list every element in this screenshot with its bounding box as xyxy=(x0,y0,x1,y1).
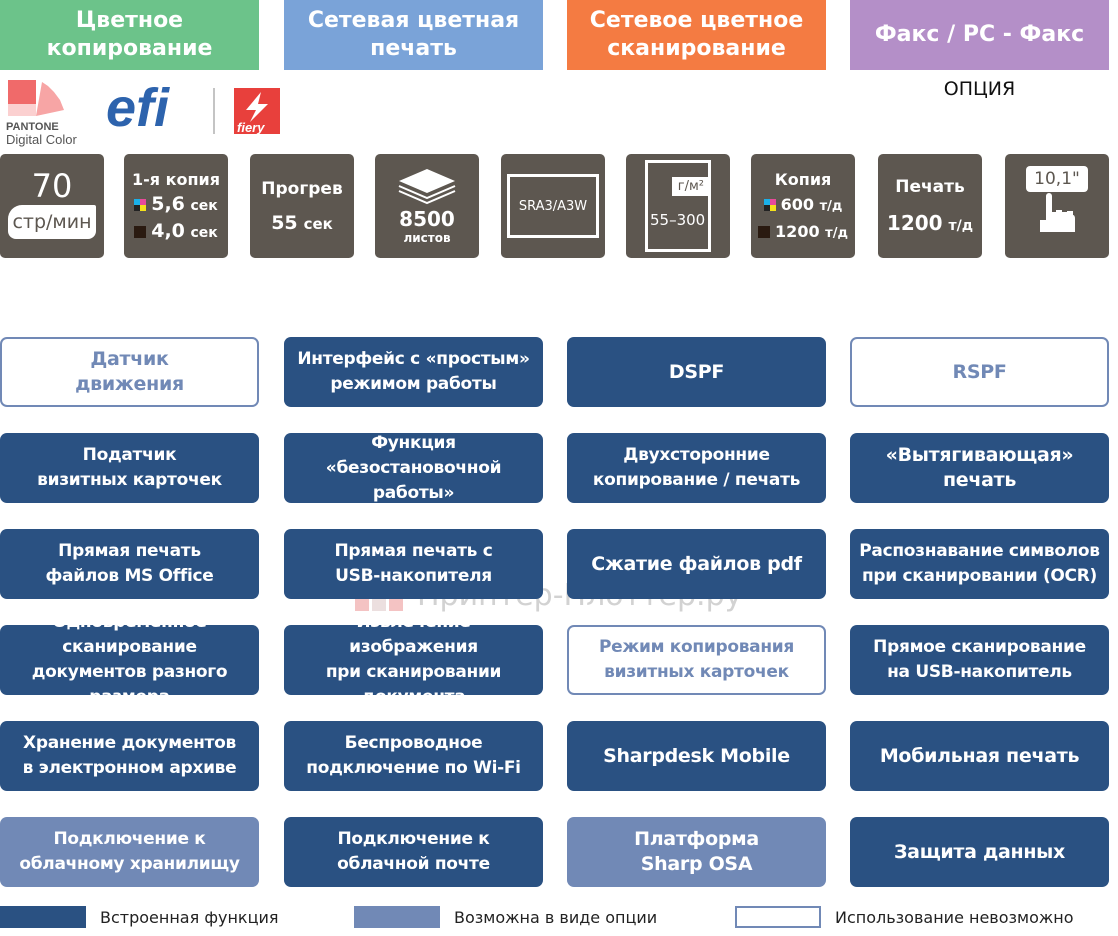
feature-builtin: Податчик визитных карточек xyxy=(0,433,259,503)
feature-none: RSPF xyxy=(850,337,1109,407)
legend-label: Возможна в виде опции xyxy=(454,907,658,927)
first-copy-bw: 4,0 xyxy=(151,219,185,242)
feature-builtin: Хранение документов в электронном архиве xyxy=(0,721,259,791)
touch-hand-icon xyxy=(1040,193,1075,232)
first-copy-color: 5,6 xyxy=(151,192,185,215)
unit: сек xyxy=(190,197,218,214)
print-res-value: 1200 xyxy=(886,210,943,235)
feature-builtin: Прямая печать файлов MS Office xyxy=(0,529,259,599)
speed-tile: 70 стр/мин xyxy=(0,154,104,258)
function-header: Сетевая цветная печать xyxy=(284,0,543,70)
feature-option: Подключение к облачному хранилищу xyxy=(0,817,259,887)
feature-none: Режим копирования визитных карточек xyxy=(567,625,826,695)
pantone-efi-fiery-logo: PANTONE Digital Color efi fiery xyxy=(6,78,280,147)
color-icon xyxy=(134,199,147,211)
paper-size-icon: SRA3/A3W xyxy=(507,174,599,238)
copy-res-bw: 1200 xyxy=(775,221,820,241)
feature-builtin: Сжатие файлов pdf xyxy=(567,529,826,599)
feature-builtin: DSPF xyxy=(567,337,826,407)
feature-builtin: Одновременное сканирование документов ра… xyxy=(0,612,259,707)
feature-builtin: Двухсторонние копирование / печать xyxy=(567,433,826,503)
paper-unit: листов xyxy=(403,231,451,245)
svg-text:PANTONE: PANTONE xyxy=(6,121,59,133)
first-copy-title: 1-я копия xyxy=(131,169,220,189)
speed-unit: стр/мин xyxy=(8,205,96,239)
feature-builtin: Прямая печать с USB-накопителя xyxy=(284,529,543,599)
feature-builtin: Sharpdesk Mobile xyxy=(567,721,826,791)
feature-builtin: Мобильная печать xyxy=(850,721,1109,791)
copy-res-title: Копия xyxy=(774,169,832,189)
legend-swatch xyxy=(735,906,821,928)
unit: т/д xyxy=(948,217,974,234)
warmup-value: 55 xyxy=(271,211,298,234)
legend-item: Использование невозможно xyxy=(735,906,1074,928)
legend-item: Возможна в виде опции xyxy=(354,906,657,928)
function-header: Сетевое цветное сканирование xyxy=(567,0,826,70)
black-icon xyxy=(758,226,771,238)
pantone-fan-icon xyxy=(8,80,64,116)
copy-res-color: 600 xyxy=(780,194,815,214)
svg-text:Digital Color: Digital Color xyxy=(6,132,77,147)
svg-text:fiery: fiery xyxy=(237,120,265,135)
fax-option-note: ОПЦИЯ xyxy=(943,78,1016,100)
paper-sheet-icon: г/м² 55–300 xyxy=(645,160,711,252)
function-header: Цветное копирование xyxy=(0,0,259,70)
feature-builtin: Подключение к облачной почте xyxy=(284,817,543,887)
unit: сек xyxy=(303,214,333,233)
copy-resolution-tile: Копия 600 т/д 1200 т/д xyxy=(751,154,855,258)
speed-value: 70 xyxy=(31,167,73,205)
color-icon xyxy=(763,199,776,211)
feature-option: Платформа Sharp OSA xyxy=(567,817,826,887)
print-resolution-tile: Печать 1200 т/д xyxy=(878,154,982,258)
function-header: Факс / PC - Факс xyxy=(850,0,1109,70)
feature-none: Датчик движения xyxy=(0,337,259,407)
print-res-title: Печать xyxy=(895,176,965,197)
paper-size-value: SRA3/A3W xyxy=(518,198,588,214)
unit: т/д xyxy=(825,225,848,241)
legend-swatch xyxy=(0,906,86,928)
feature-builtin: Интерфейс с «простым» режимом работы xyxy=(284,337,543,407)
feature-builtin: Функция «безостановочной работы» xyxy=(284,433,543,503)
unit: т/д xyxy=(819,198,843,214)
warmup-tile: Прогрев 55 сек xyxy=(250,154,354,258)
paper-size-tile: SRA3/A3W xyxy=(501,154,605,258)
feature-builtin: Беспроводное подключение по Wi-Fi xyxy=(284,721,543,791)
paper-stack-icon xyxy=(398,169,456,205)
svg-text:efi: efi xyxy=(106,78,170,138)
black-icon xyxy=(134,226,147,238)
feature-builtin: «Вытягивающая» печать xyxy=(850,433,1109,503)
feature-builtin: Прямое сканирование на USB-накопитель xyxy=(850,625,1109,695)
feature-builtin: Распознавание символов при сканировании … xyxy=(850,529,1109,599)
paper-capacity-tile: 8500 листов xyxy=(375,154,479,258)
feature-builtin: Защита данных xyxy=(850,817,1109,887)
weight-value: 55–300 xyxy=(650,211,706,229)
weight-unit: г/м² xyxy=(671,177,710,196)
legend-item: Встроенная функция xyxy=(0,906,279,928)
screen-size-value: 10,1" xyxy=(1026,166,1088,192)
brand-logos: PANTONE Digital Color efi fiery xyxy=(6,78,296,150)
feature-builtin: Извлечение изображения при сканировании … xyxy=(284,612,543,707)
screen-size-tile: 10,1" xyxy=(1005,154,1109,258)
legend-label: Использование невозможно xyxy=(835,907,1074,927)
legend-swatch xyxy=(354,906,440,928)
legend-label: Встроенная функция xyxy=(100,907,279,927)
paper-weight-tile: г/м² 55–300 xyxy=(626,154,730,258)
paper-value: 8500 xyxy=(399,207,455,231)
warmup-title: Прогрев xyxy=(261,178,343,199)
first-copy-tile: 1-я копия 5,6 сек 4,0 сек xyxy=(124,154,228,258)
unit: сек xyxy=(190,224,218,241)
